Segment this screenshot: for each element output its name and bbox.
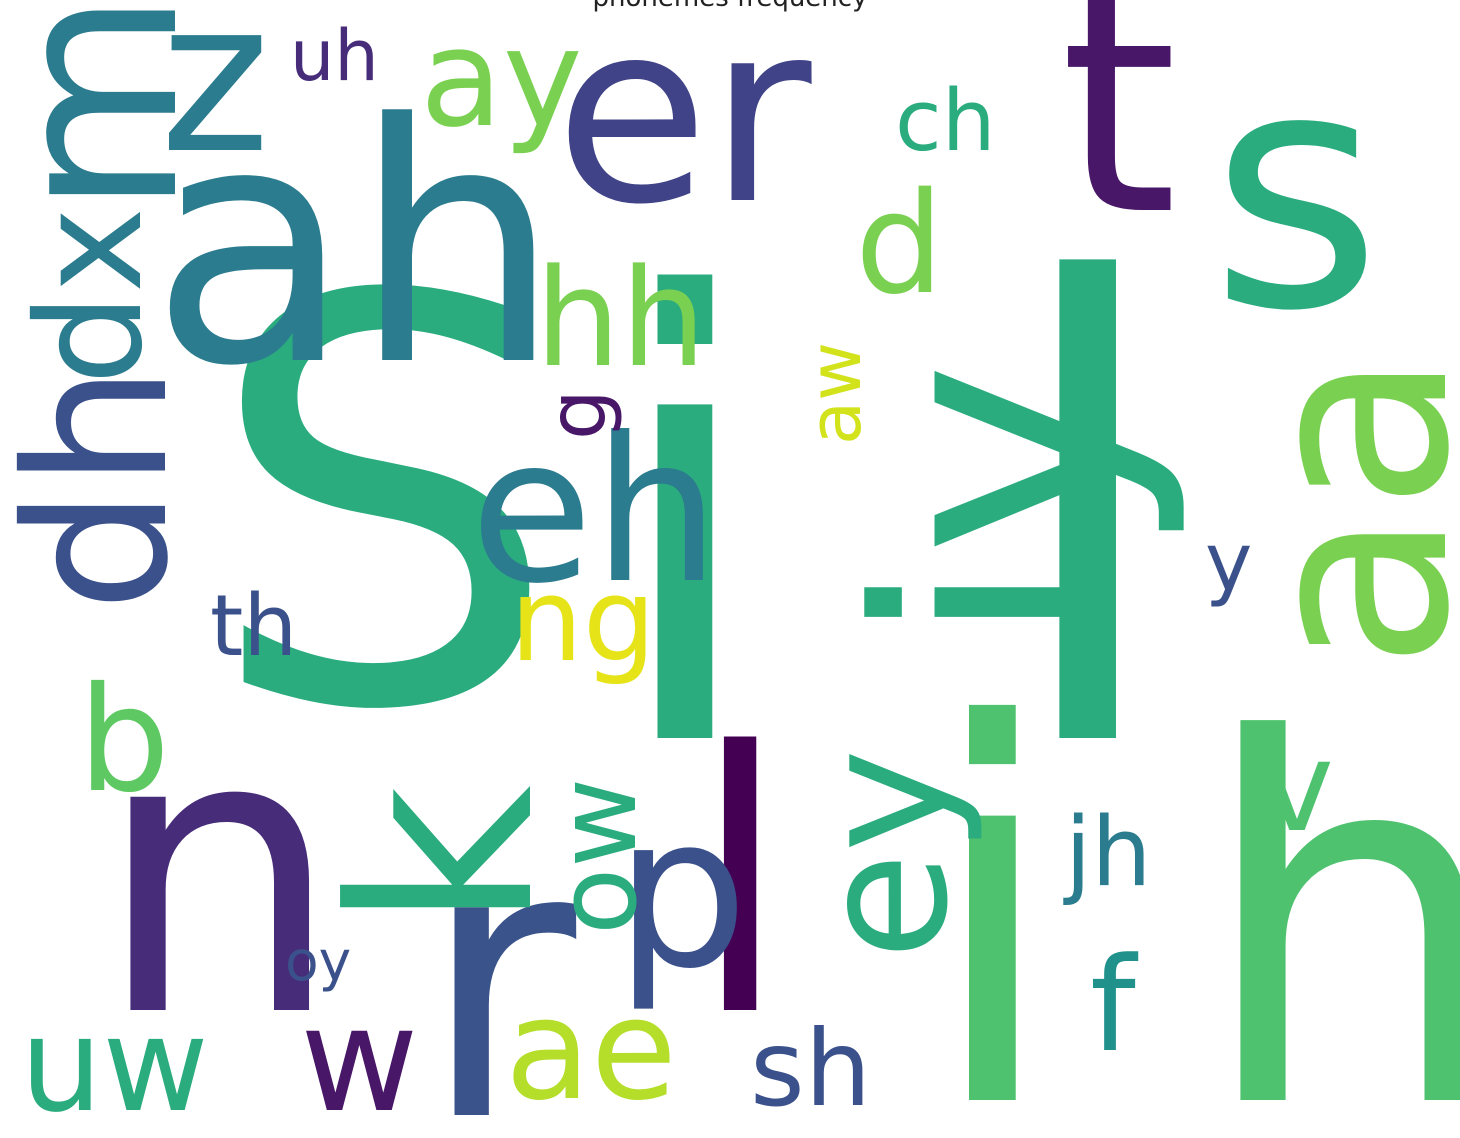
word-r-10: r	[420, 762, 580, 1138]
word-ch-34: ch	[895, 72, 996, 171]
word-ow-30: ow	[533, 778, 661, 935]
word-z-14: z	[160, 0, 270, 200]
word-hh-26: hh	[535, 240, 706, 397]
word-s-7: s	[1210, 0, 1382, 383]
word-h-6: h	[1195, 636, 1460, 1138]
word-jh-35: jh	[1063, 798, 1152, 908]
word-l-15: l	[690, 676, 790, 1095]
word-l-2: l	[1000, 153, 1175, 887]
word-iy-11: iy	[809, 361, 1193, 648]
word-d-25: d	[855, 163, 944, 326]
word-dx-27: dx	[6, 207, 175, 385]
word-sh-31: sh	[750, 1008, 871, 1130]
word-ng-33: ng	[510, 554, 656, 688]
word-v-29: v	[1260, 715, 1334, 860]
word-b-28: b	[78, 656, 170, 825]
word-p-19: p	[615, 770, 748, 1015]
word-S-0: S	[205, 181, 560, 833]
word-uh-40: uh	[290, 15, 379, 97]
word-i-5: i	[920, 617, 1064, 1138]
word-er-9: er	[555, 0, 812, 259]
word-k-16: k	[298, 785, 589, 930]
word-th-36: th	[210, 577, 297, 676]
word-m-13: m	[0, 0, 230, 215]
word-f-32: f	[1090, 929, 1139, 1081]
word-n-4: n	[95, 648, 342, 1102]
word-uw-21: uw	[20, 989, 209, 1138]
word-eh-18: eh	[470, 395, 720, 628]
word-w-23: w	[300, 976, 419, 1138]
word-t-8: t	[1060, 0, 1178, 281]
word-ey-20: ey	[784, 749, 987, 960]
word-aa-12: aa	[1205, 351, 1460, 670]
word-ae-22: ae	[505, 969, 677, 1132]
word-y-38: y	[1205, 516, 1252, 609]
chart-title: phonemes frequency	[593, 0, 868, 13]
word-ay-24: ay	[420, 0, 583, 157]
word-dh-17: dh	[0, 365, 211, 612]
word-aw-39: aw	[793, 342, 877, 445]
word-g-37: g	[531, 389, 624, 440]
word-i-1: i	[600, 172, 769, 882]
word-ah-3: ah	[150, 54, 561, 438]
word-oy-41: oy	[285, 929, 351, 993]
